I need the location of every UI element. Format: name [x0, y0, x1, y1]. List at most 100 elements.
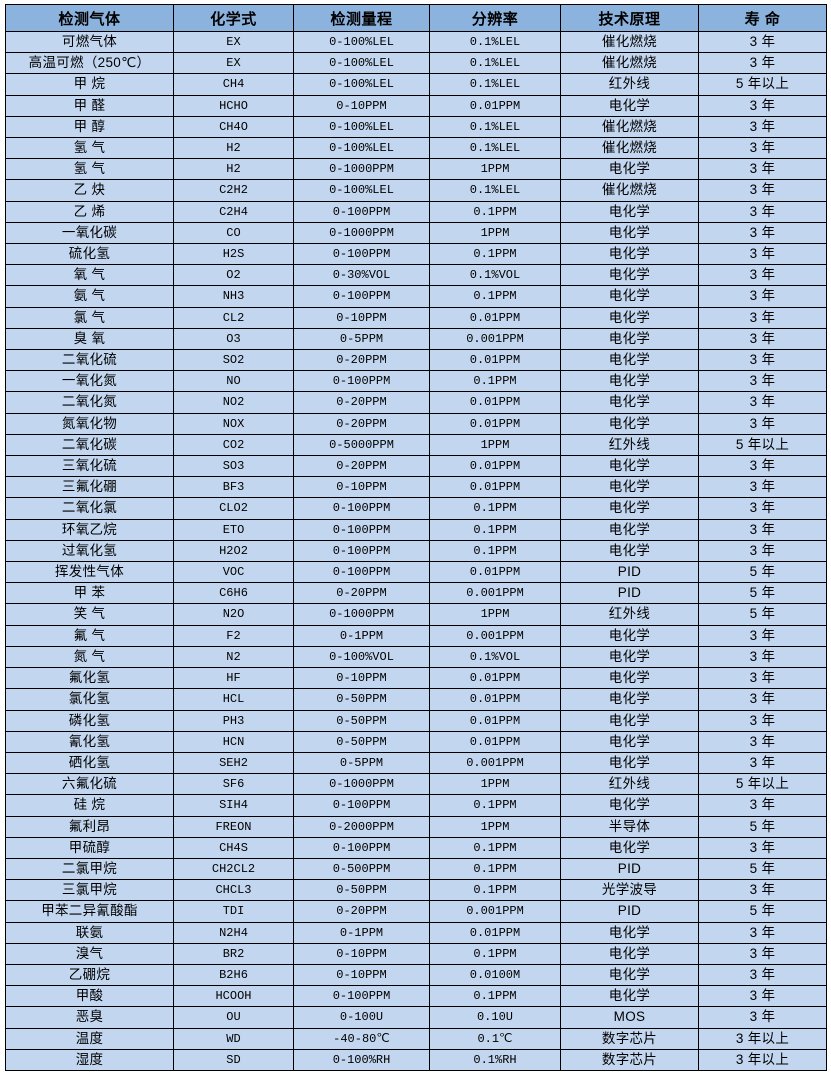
table-row: 三氧化硫 SO3 0-20PPM 0.01PPM 电化学 3 年 — [5, 455, 827, 478]
table-row: 六氟化硫 SF6 0-1000PPM 1PPM 红外线 5 年以上 — [5, 773, 827, 796]
cell-tech: 电化学 — [560, 200, 699, 223]
cell-formula: EX — [173, 30, 294, 54]
cell-gas: 六氟化硫 — [5, 773, 174, 796]
cell-res: 0.1%LEL — [429, 52, 561, 75]
table-row: 硒化氢 SEH2 0-5PPM 0.001PPM 电化学 3 年 — [5, 751, 827, 775]
cell-life: 3 年 — [698, 1006, 827, 1029]
cell-life: 3 年 — [698, 921, 827, 944]
cell-gas: 过氧化氢 — [5, 539, 174, 563]
cell-formula: O2 — [173, 264, 294, 287]
cell-range: 0-5PPM — [293, 327, 430, 351]
table-row: 二氧化硫 SO2 0-20PPM 0.01PPM 电化学 3 年 — [5, 349, 827, 372]
cell-res: 0.001PPM — [429, 327, 561, 351]
cell-formula: CO2 — [173, 433, 294, 457]
table-row: 甲苯二异氰酸酯 TDI 0-20PPM 0.001PPM PID 5 年 — [5, 900, 827, 923]
cell-tech: 电化学 — [560, 285, 699, 308]
cell-gas: 乙 炔 — [5, 179, 174, 202]
cell-range: 0-100PPM — [293, 200, 430, 223]
cell-tech: 电化学 — [560, 942, 699, 965]
cell-life: 3 年以上 — [698, 1027, 827, 1050]
cell-range: 0-30%VOL — [293, 264, 430, 287]
cell-tech: 电化学 — [560, 391, 699, 414]
cell-formula: CH4S — [173, 836, 294, 859]
cell-life: 3 年 — [698, 455, 827, 478]
cell-life: 3 年 — [698, 518, 827, 541]
cell-res: 0.1%LEL — [429, 115, 561, 139]
cell-tech: 电化学 — [560, 794, 699, 817]
cell-range: 0-20PPM — [293, 412, 430, 435]
cell-res: 0.01PPM — [429, 476, 561, 499]
cell-res: 0.1℃ — [429, 1027, 561, 1050]
cell-res: 0.1PPM — [429, 942, 561, 965]
cell-tech: 电化学 — [560, 963, 699, 987]
cell-formula: SEH2 — [173, 751, 294, 775]
cell-gas: 可燃气体 — [5, 30, 174, 54]
cell-tech: 电化学 — [560, 455, 699, 478]
cell-formula: PH3 — [173, 709, 294, 732]
cell-formula: VOC — [173, 561, 294, 584]
cell-res: 0.01PPM — [429, 455, 561, 478]
cell-gas: 三氧化硫 — [5, 455, 174, 478]
cell-res: 0.1%LEL — [429, 73, 561, 96]
table-row: 恶臭 OU 0-100U 0.10U MOS 3 年 — [5, 1006, 827, 1029]
cell-tech: 电化学 — [560, 539, 699, 563]
cell-formula: C6H6 — [173, 582, 294, 605]
cell-life: 3 年 — [698, 349, 827, 372]
cell-res: 0.0100M — [429, 963, 561, 987]
cell-gas: 臭 氧 — [5, 327, 174, 351]
cell-range: 0-100%RH — [293, 1048, 430, 1071]
table-row: 环氧乙烷 ETO 0-100PPM 0.1PPM 电化学 3 年 — [5, 518, 827, 541]
table-row: 三氯甲烷 CHCL3 0-50PPM 0.1PPM 光学波导 3 年 — [5, 879, 827, 902]
cell-range: 0-100PPM — [293, 794, 430, 817]
table-row: 过氧化氢 H2O2 0-100PPM 0.1PPM 电化学 3 年 — [5, 539, 827, 563]
cell-range: 0-500PPM — [293, 857, 430, 881]
cell-life: 3 年 — [698, 794, 827, 817]
cell-range: 0-100%LEL — [293, 52, 430, 75]
table-row: 二氯甲烷 CH2CL2 0-500PPM 0.1PPM PID 5 年 — [5, 857, 827, 881]
cell-life: 5 年以上 — [698, 773, 827, 796]
table-row: 氢 气 H2 0-100%LEL 0.1%LEL 催化燃烧 3 年 — [5, 137, 827, 160]
cell-formula: C2H2 — [173, 179, 294, 202]
cell-res: 0.01PPM — [429, 688, 561, 711]
cell-res: 0.1PPM — [429, 857, 561, 881]
cell-formula: TDI — [173, 900, 294, 923]
cell-range: 0-100%LEL — [293, 137, 430, 160]
cell-tech: 电化学 — [560, 688, 699, 711]
cell-life: 3 年 — [698, 200, 827, 223]
cell-range: 0-1PPM — [293, 921, 430, 944]
cell-gas: 联氨 — [5, 921, 174, 944]
cell-life: 3 年 — [698, 985, 827, 1008]
cell-range: 0-5PPM — [293, 751, 430, 775]
column-header-lifetime: 寿 命 — [698, 4, 827, 32]
cell-gas: 氮氧化物 — [5, 412, 174, 435]
cell-life: 3 年 — [698, 158, 827, 181]
cell-res: 0.001PPM — [429, 900, 561, 923]
cell-formula: N2 — [173, 645, 294, 669]
cell-formula: NO2 — [173, 391, 294, 414]
table-row: 甲 醛 HCHO 0-10PPM 0.01PPM 电化学 3 年 — [5, 94, 827, 117]
cell-formula: CLO2 — [173, 497, 294, 520]
cell-tech: 电化学 — [560, 349, 699, 372]
cell-formula: SO2 — [173, 349, 294, 372]
cell-gas: 氢 气 — [5, 158, 174, 181]
table-row: 乙硼烷 B2H6 0-10PPM 0.0100M 电化学 3 年 — [5, 963, 827, 987]
cell-res: 0.01PPM — [429, 561, 561, 584]
cell-range: 0-20PPM — [293, 391, 430, 414]
cell-res: 0.1PPM — [429, 836, 561, 859]
cell-res: 0.01PPM — [429, 730, 561, 753]
cell-formula: HCN — [173, 730, 294, 753]
cell-life: 3 年 — [698, 137, 827, 160]
cell-range: 0-50PPM — [293, 879, 430, 902]
table-row: 笑 气 N2O 0-1000PPM 1PPM 红外线 5 年 — [5, 603, 827, 626]
cell-res: 0.1PPM — [429, 879, 561, 902]
column-header-formula: 化学式 — [173, 4, 294, 32]
table-row: 磷化氢 PH3 0-50PPM 0.01PPM 电化学 3 年 — [5, 709, 827, 732]
cell-gas: 硅 烷 — [5, 794, 174, 817]
cell-formula: SO3 — [173, 455, 294, 478]
cell-tech: 催化燃烧 — [560, 137, 699, 160]
table-row: 氧 气 O2 0-30%VOL 0.1%VOL 电化学 3 年 — [5, 264, 827, 287]
cell-formula: BR2 — [173, 942, 294, 965]
cell-tech: 催化燃烧 — [560, 115, 699, 139]
table-row: 氮 气 N2 0-100%VOL 0.1%VOL 电化学 3 年 — [5, 645, 827, 669]
table-row: 甲 醇 CH4O 0-100%LEL 0.1%LEL 催化燃烧 3 年 — [5, 115, 827, 139]
